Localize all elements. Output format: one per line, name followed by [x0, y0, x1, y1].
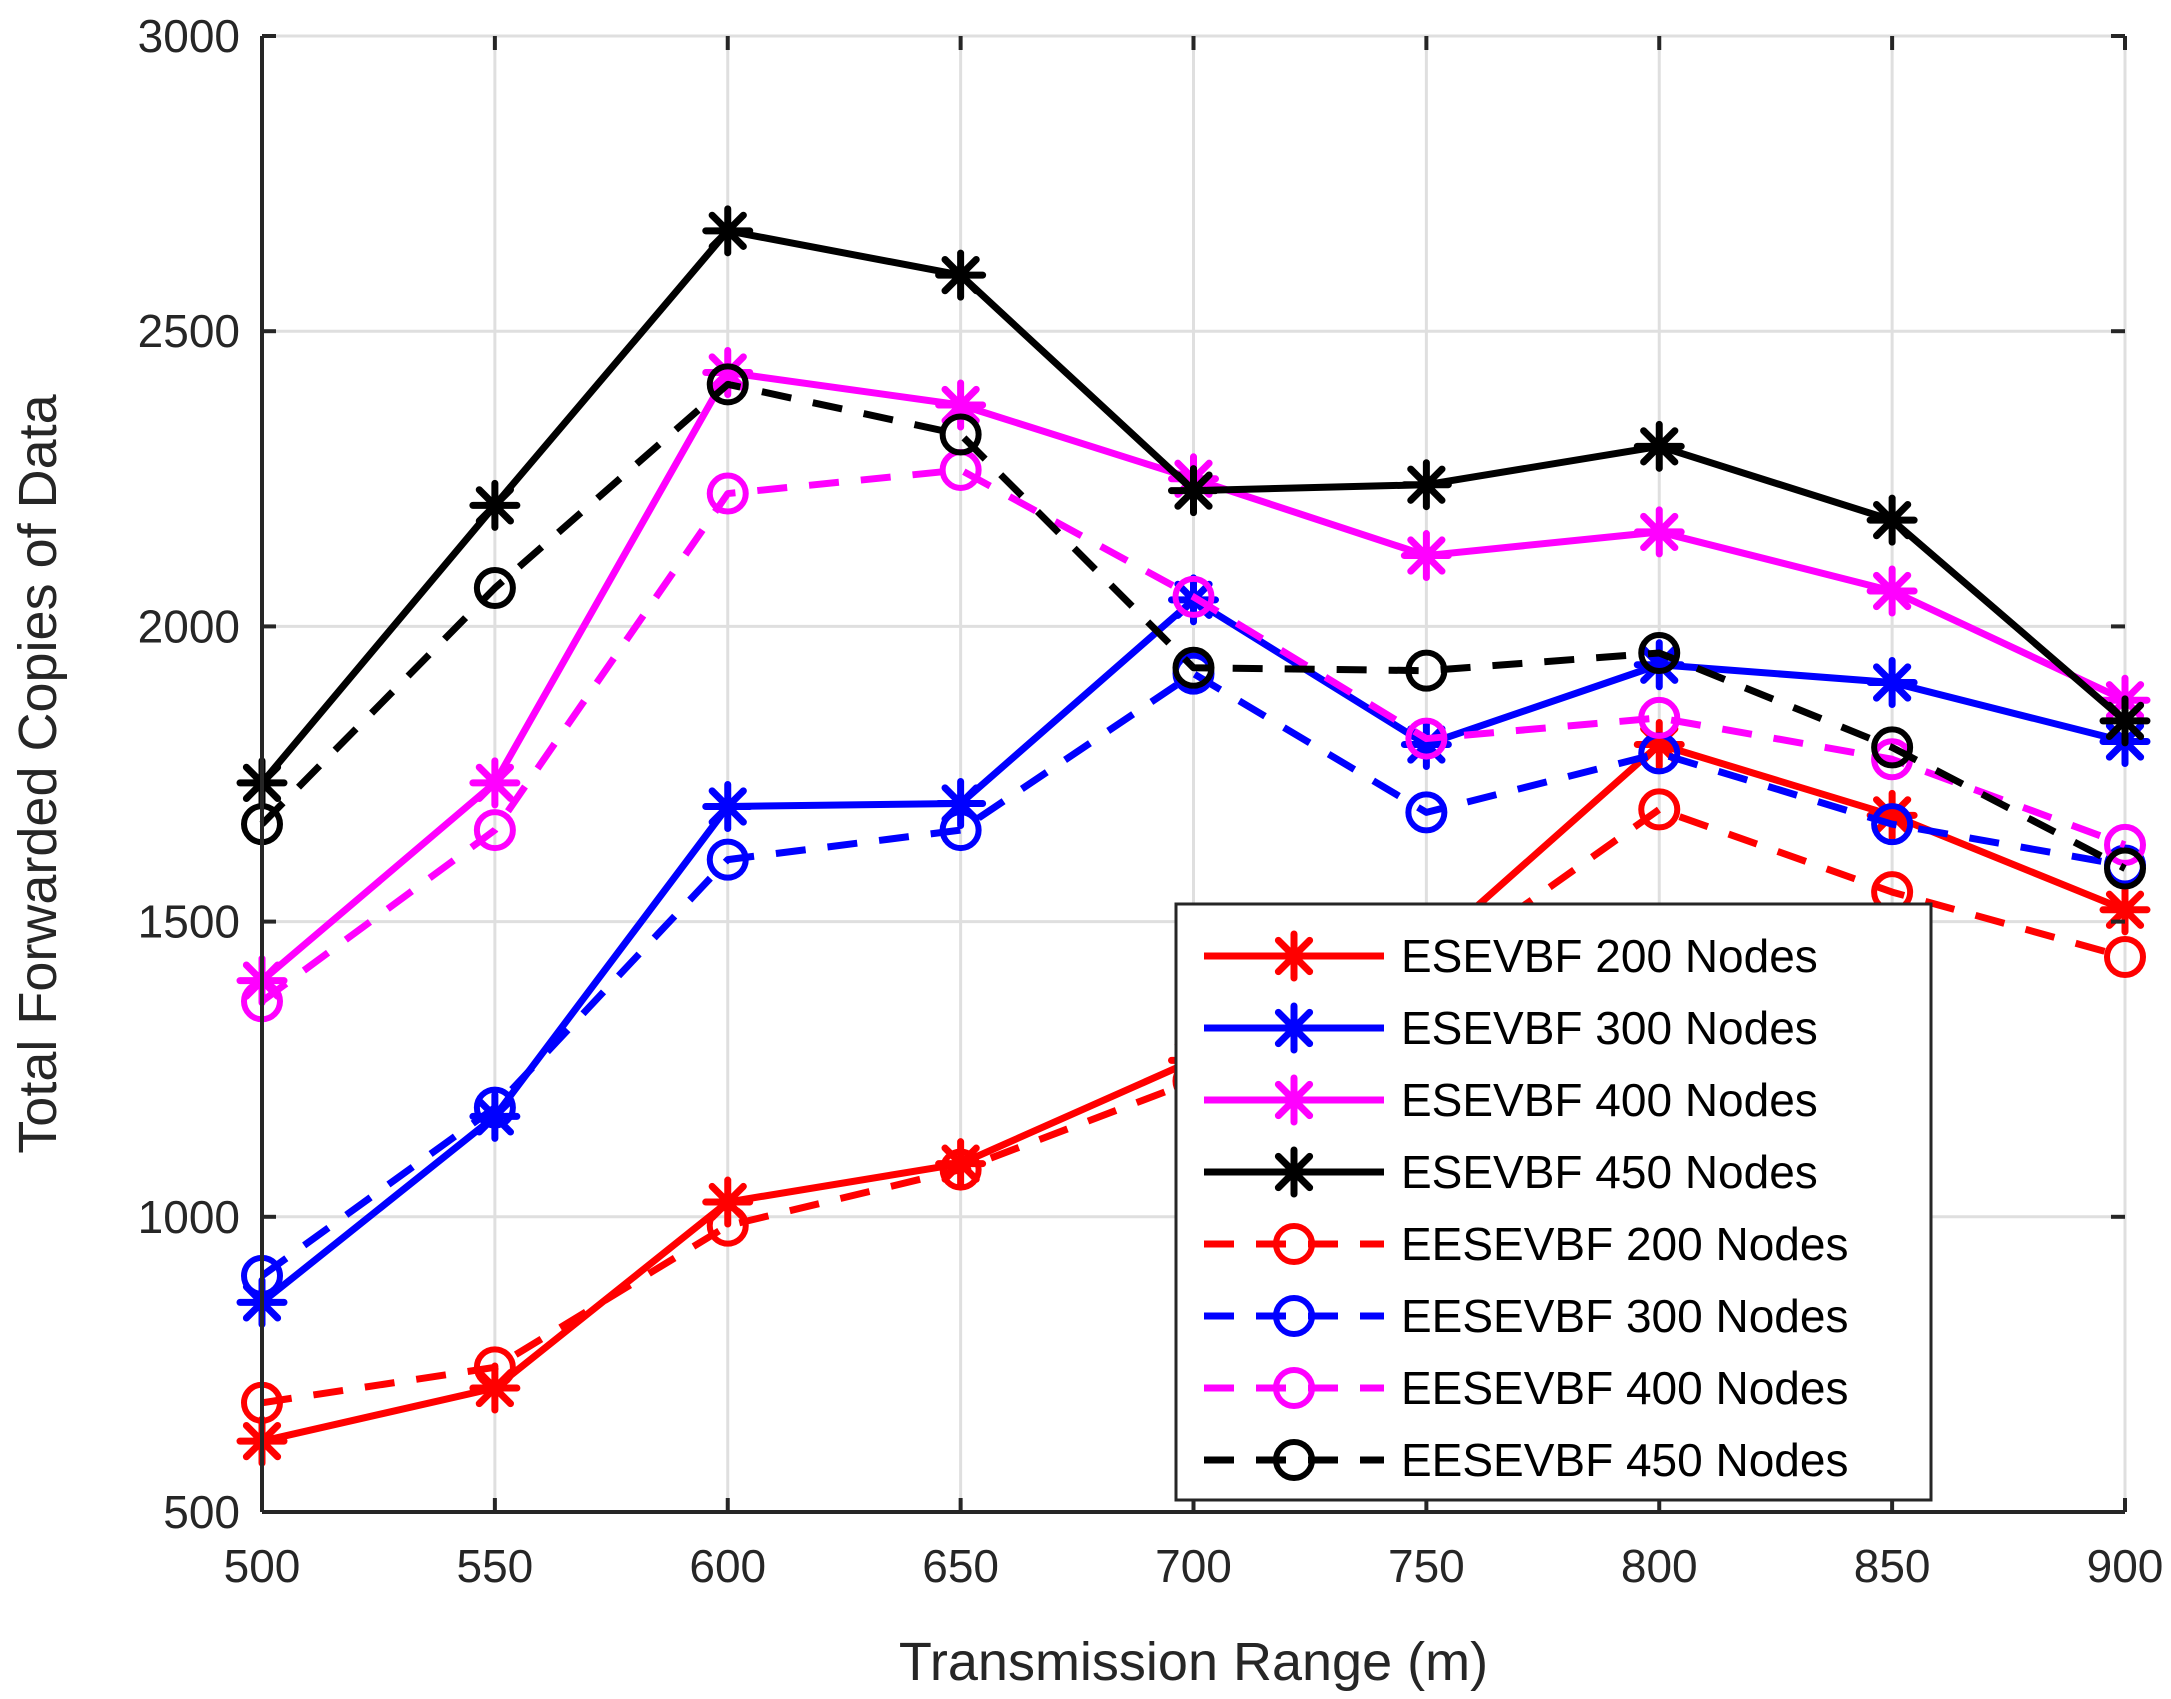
data-point: [706, 838, 749, 881]
grid: [260, 34, 2127, 1514]
data-point: [2104, 847, 2146, 890]
legend-label: ESEVBF 400 Nodes: [1401, 1074, 1818, 1126]
data-point: [469, 479, 521, 531]
series-line: [259, 466, 2127, 1005]
legend-item: ESEVBF 200 Nodes: [1204, 930, 1818, 982]
data-point: [706, 472, 749, 515]
data-point: [1405, 791, 1448, 834]
y-tick-label: 3000: [138, 10, 240, 62]
data-point: [1638, 788, 1681, 831]
data-point: [1866, 494, 1918, 546]
legend-label: EESEVBF 400 Nodes: [1401, 1362, 1848, 1414]
legend-marker: [1268, 1074, 1320, 1126]
x-tick-label: 800: [1621, 1540, 1698, 1592]
data-point: [1871, 726, 1914, 769]
legend-label: ESEVBF 450 Nodes: [1401, 1146, 1818, 1198]
x-axis-title: Transmission Range (m): [899, 1632, 1488, 1692]
data-point: [1866, 656, 1918, 708]
legend-marker: [1273, 1295, 1315, 1337]
data-point: [706, 363, 749, 406]
data-point: [473, 1346, 516, 1389]
x-tick-label: 750: [1388, 1540, 1465, 1592]
x-tick-label: 900: [2087, 1540, 2164, 1592]
data-point: [702, 1176, 754, 1228]
data-point: [935, 778, 987, 830]
data-point: [1866, 789, 1918, 841]
legend: ESEVBF 200 Nodes ESEVBF 300 Nodes ESEVBF 4…: [1174, 902, 1933, 1502]
axes: 500 550 600 650 700 750 800 850 900 500 1000 1500 20…: [138, 10, 2164, 1592]
data-point: [1172, 575, 1215, 618]
data-point: [939, 809, 982, 852]
data-point: [1866, 565, 1918, 617]
x-tick-label: 850: [1854, 1540, 1931, 1592]
legend-label: EESEVBF 450 Nodes: [1401, 1434, 1848, 1486]
data-point: [2099, 695, 2151, 747]
data-point: [473, 809, 516, 852]
legend-item: EESEVBF 450 Nodes: [1204, 1434, 1848, 1486]
legend-item: ESEVBF 450 Nodes: [1204, 1146, 1818, 1198]
legend-box: [1174, 902, 1933, 1502]
legend-label: ESEVBF 200 Nodes: [1401, 930, 1818, 982]
y-tick-label: 2000: [138, 600, 240, 652]
series-line: [259, 380, 2127, 872]
legend-marker: [1273, 1223, 1315, 1265]
legend-item: EESEVBF 400 Nodes: [1204, 1362, 1848, 1414]
data-point: [473, 1086, 516, 1129]
legend-marker: [1273, 1439, 1315, 1481]
data-point: [1638, 631, 1681, 674]
y-tick-label: 1500: [138, 896, 240, 948]
legend-marker: [1268, 1146, 1320, 1198]
data-point: [1638, 696, 1681, 739]
data-point: [935, 249, 987, 301]
legend-item: EESEVBF 300 Nodes: [1204, 1290, 1848, 1342]
legend-marker: [1268, 930, 1320, 982]
data-point: [1400, 718, 1452, 770]
data-point: [935, 379, 987, 431]
legend-item: ESEVBF 300 Nodes: [1204, 1002, 1818, 1054]
x-tick-label: 650: [922, 1540, 999, 1592]
data-point: [1633, 420, 1685, 472]
data-point: [469, 757, 521, 809]
data-point: [702, 347, 754, 399]
legend-marker: [1273, 1367, 1315, 1409]
legend-label: EESEVBF 200 Nodes: [1401, 1218, 1848, 1270]
data-point: [1400, 459, 1452, 511]
legend-item: EESEVBF 200 Nodes: [1204, 1218, 1848, 1270]
x-tick-label: 700: [1155, 1540, 1232, 1592]
y-tick-label: 1000: [138, 1191, 240, 1243]
data-point: [469, 1090, 521, 1142]
data-point: [1633, 718, 1685, 770]
data-point: [1633, 506, 1685, 558]
data-point: [702, 205, 754, 257]
legend-marker: [1268, 1002, 1320, 1054]
x-tick-label: 550: [457, 1540, 534, 1592]
data-point: [1633, 639, 1685, 691]
x-tick-label: 500: [224, 1540, 301, 1592]
data-point: [702, 780, 754, 832]
data-point: [1871, 803, 1914, 846]
data-point: [1405, 649, 1448, 692]
y-axis-title: Total Forwarded Copies of Data: [8, 393, 68, 1153]
data-point: [706, 1204, 749, 1247]
x-tick-label: 600: [689, 1540, 766, 1592]
data-point: [935, 1138, 987, 1190]
data-point: [1168, 465, 1219, 517]
y-tick-label: 2500: [138, 305, 240, 357]
data-point: [1405, 717, 1448, 760]
data-point: [939, 413, 982, 456]
data-point: [2099, 884, 2151, 936]
data-point: [1172, 646, 1215, 689]
legend-item: ESEVBF 400 Nodes: [1204, 1074, 1818, 1126]
data-point: [2104, 823, 2146, 866]
data-point: [939, 1148, 982, 1191]
legend-label: EESEVBF 300 Nodes: [1401, 1290, 1848, 1342]
data-point: [473, 567, 516, 610]
y-tick-label: 500: [163, 1486, 240, 1538]
series-8: [241, 363, 2146, 890]
legend-label: ESEVBF 300 Nodes: [1401, 1002, 1818, 1054]
data-point: [1400, 530, 1452, 582]
data-point: [2104, 936, 2146, 979]
